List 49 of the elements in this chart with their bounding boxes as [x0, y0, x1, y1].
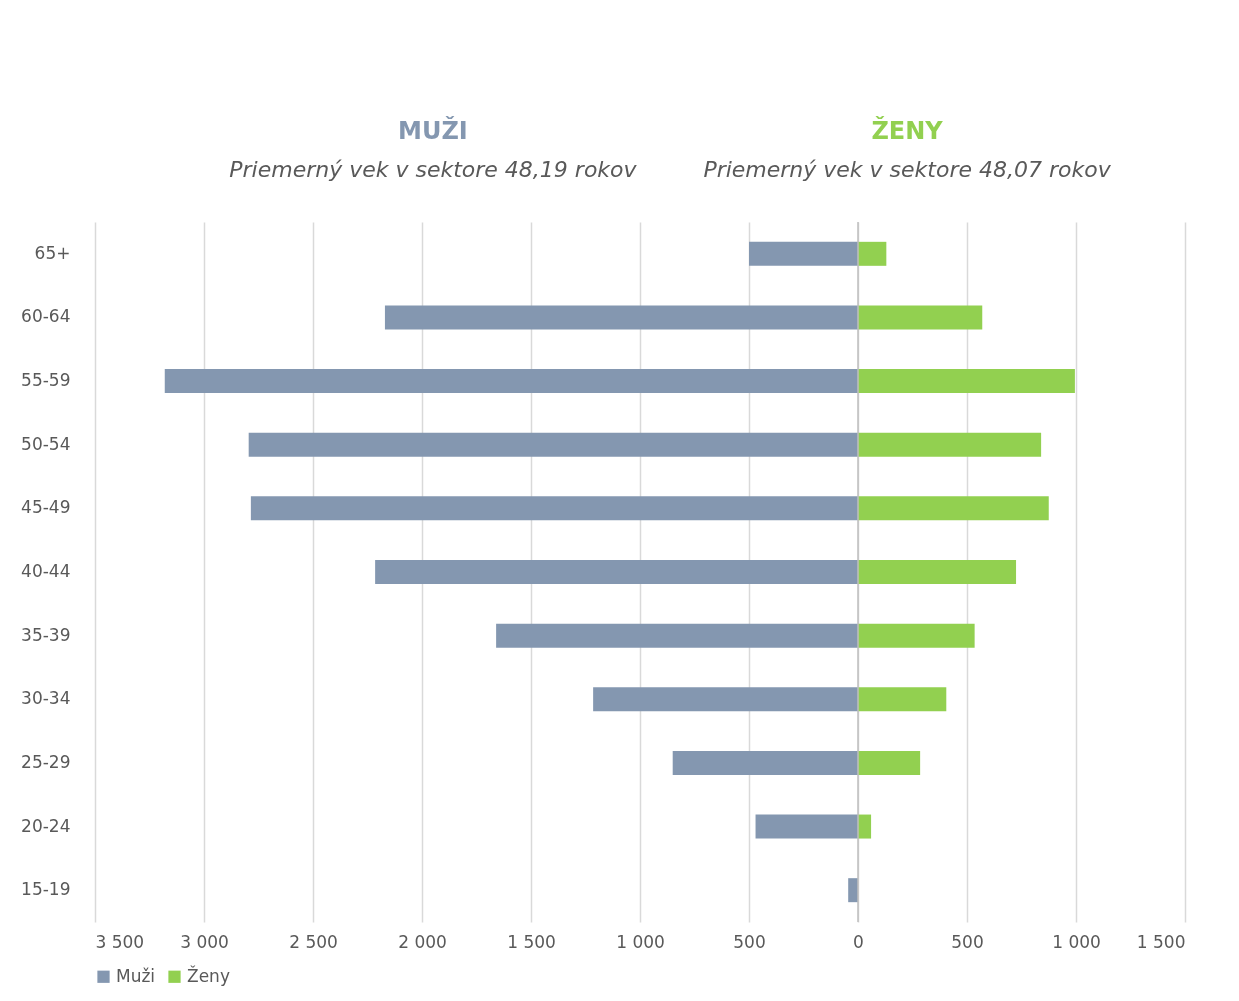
x-tick-label: 500 [951, 931, 984, 952]
text: MUŽI [398, 116, 468, 145]
bar [248, 432, 858, 457]
bar [858, 814, 872, 839]
text: Priemerný vek v sektore 48,19 rokov [229, 157, 638, 182]
bar [858, 305, 983, 330]
bar [250, 496, 858, 521]
x-tick-label: 2 000 [398, 931, 447, 952]
bar [384, 305, 858, 330]
x-tick-label: 1 500 [1136, 931, 1186, 952]
y-tick-label: 20-24 [21, 815, 71, 836]
x-tick-label: 2 500 [289, 931, 338, 952]
bar [164, 369, 858, 394]
y-tick-label: 15-19 [21, 879, 71, 900]
y-tick-label: 30-34 [21, 688, 71, 709]
bar [496, 623, 858, 648]
bar [593, 687, 858, 712]
bar [858, 623, 975, 648]
y-tick-label: 35-39 [21, 624, 71, 645]
y-tick-label: 60-64 [21, 306, 71, 327]
bar [672, 750, 858, 775]
bar [858, 369, 1075, 394]
bar [858, 241, 887, 266]
y-tick-label: 25-29 [21, 751, 71, 772]
y-tick-label: 40-44 [21, 561, 71, 581]
x-tick-label: 1 000 [616, 931, 665, 952]
legend-label: Muži [116, 965, 156, 986]
bar [858, 432, 1042, 457]
text: Priemerný vek v sektore 48,07 rokov [703, 157, 1112, 182]
bar [375, 560, 858, 584]
x-tick-label: 500 [733, 931, 766, 952]
x-tick-label: 3 500 [95, 931, 145, 952]
bar [858, 750, 921, 775]
x-tick-label: 1 500 [507, 931, 556, 952]
x-tick-label: 3 000 [180, 931, 229, 952]
y-tick-label: 65+ [34, 242, 71, 263]
bar [755, 814, 858, 839]
legend-label: Ženy [187, 964, 230, 986]
y-tick-label: 55-59 [21, 370, 71, 391]
bar [858, 496, 1049, 521]
bar [848, 878, 858, 903]
x-tick-label: 1 000 [1052, 931, 1101, 952]
x-tick-label: 0 [853, 931, 864, 952]
y-tick-label: 50-54 [21, 433, 71, 454]
y-tick-label: 45-49 [21, 497, 71, 518]
bar [858, 687, 947, 712]
bar [858, 560, 1017, 584]
text: ŽENY [871, 116, 944, 145]
bar [749, 241, 858, 266]
